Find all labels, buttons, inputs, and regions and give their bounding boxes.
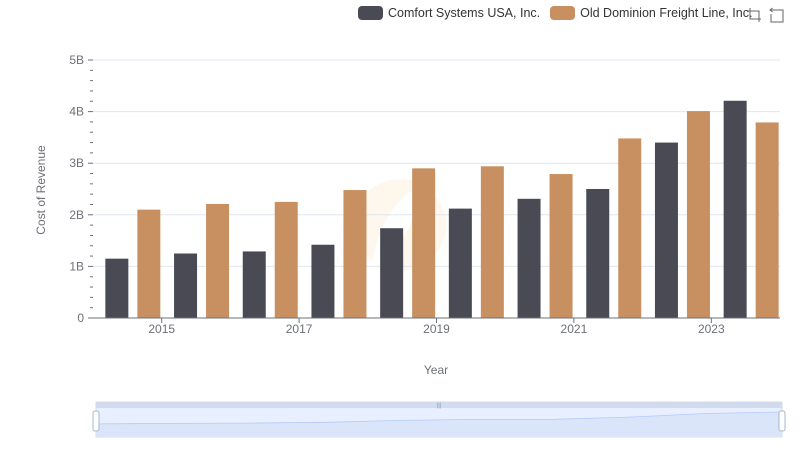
bar-old-dominion-2019[interactable] bbox=[480, 166, 504, 318]
bar-old-dominion-2021[interactable] bbox=[618, 138, 642, 318]
x-tick-label: 2023 bbox=[698, 322, 725, 336]
x-tick-label: 2019 bbox=[423, 322, 450, 336]
bar-comfort-systems-2015[interactable] bbox=[174, 253, 198, 319]
data-zoom-icon[interactable] bbox=[745, 6, 763, 24]
legend-label-old-dominion: Old Dominion Freight Line, Inc. bbox=[580, 6, 753, 20]
y-tick-label: 4B bbox=[69, 105, 84, 119]
bar-comfort-systems-2019[interactable] bbox=[448, 208, 472, 318]
zoom-reset-icon[interactable] bbox=[768, 6, 786, 24]
legend-label-comfort-systems: Comfort Systems USA, Inc. bbox=[388, 6, 541, 20]
bar-comfort-systems-2014[interactable] bbox=[105, 258, 129, 318]
x-axis-title: Year bbox=[424, 363, 448, 377]
data-zoom-slider[interactable]: ||| bbox=[92, 401, 786, 438]
bar-old-dominion-2016[interactable] bbox=[274, 201, 298, 318]
y-tick-label: 5B bbox=[69, 53, 84, 67]
bar-old-dominion-2017[interactable] bbox=[343, 190, 367, 318]
bar-old-dominion-2022[interactable] bbox=[686, 111, 710, 318]
bar-comfort-systems-2022[interactable] bbox=[654, 142, 678, 318]
x-tick-label: 2017 bbox=[286, 322, 313, 336]
y-axis-title: Cost of Revenue bbox=[34, 145, 48, 235]
legend-swatch-old-dominion bbox=[550, 6, 576, 20]
data-zoom-left-handle[interactable] bbox=[92, 410, 100, 432]
bar-comfort-systems-2021[interactable] bbox=[586, 189, 610, 318]
bar-old-dominion-2018[interactable] bbox=[412, 168, 436, 318]
bar-comfort-systems-2020[interactable] bbox=[517, 198, 541, 318]
legend: Comfort Systems USA, Inc. Old Dominion F… bbox=[358, 3, 762, 23]
data-zoom-move-grip-icon[interactable]: ||| bbox=[437, 403, 442, 409]
legend-item-comfort-systems[interactable]: Comfort Systems USA, Inc. bbox=[358, 6, 540, 20]
bar-old-dominion-2015[interactable] bbox=[206, 203, 230, 318]
legend-swatch-comfort-systems bbox=[358, 6, 383, 20]
toolbox bbox=[745, 6, 786, 24]
legend-item-old-dominion[interactable]: Old Dominion Freight Line, Inc. bbox=[550, 6, 752, 20]
bar-old-dominion-2014[interactable] bbox=[137, 209, 161, 318]
y-tick-label: 3B bbox=[69, 156, 84, 170]
y-tick-label: 0 bbox=[77, 311, 84, 325]
y-tick-label: 1B bbox=[69, 259, 84, 273]
bar-comfort-systems-2018[interactable] bbox=[380, 228, 404, 318]
bar-comfort-systems-2017[interactable] bbox=[311, 244, 335, 318]
bar-old-dominion-2023[interactable] bbox=[755, 122, 779, 318]
x-tick-label: 2015 bbox=[148, 322, 175, 336]
y-tick-label: 2B bbox=[69, 208, 84, 222]
data-zoom-move-bar[interactable] bbox=[96, 402, 782, 408]
x-tick-label: 2021 bbox=[561, 322, 588, 336]
data-zoom-right-handle[interactable] bbox=[778, 410, 786, 432]
bar-comfort-systems-2016[interactable] bbox=[242, 251, 266, 318]
bar-old-dominion-2020[interactable] bbox=[549, 174, 573, 318]
bar-comfort-systems-2023[interactable] bbox=[723, 100, 747, 318]
